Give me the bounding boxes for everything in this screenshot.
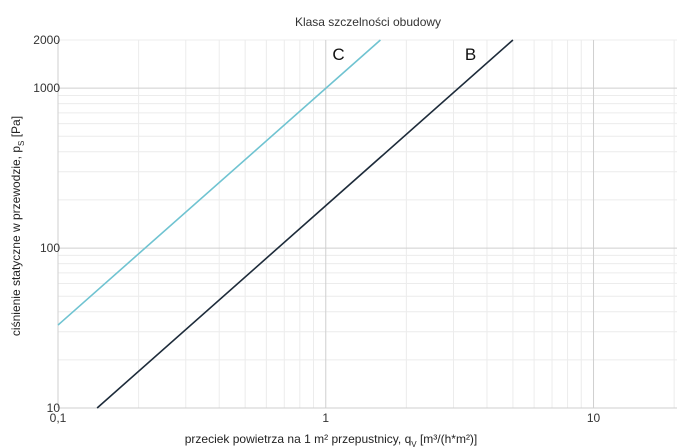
x-axis-label: przeciek powietrza na 1 m² przepustnicy,… (185, 432, 478, 448)
series-line-b (96, 39, 514, 409)
series-line-c (57, 39, 381, 326)
x-tick-label: 1 (322, 411, 329, 425)
chart-title: Klasa szczelności obudowy (295, 15, 441, 29)
y-tick-label: 1000 (33, 81, 60, 95)
series-group (57, 39, 514, 409)
x-axis-label-unit: [m³/(h*m²)] (417, 432, 478, 446)
x-tick-label: 10 (587, 411, 601, 425)
x-tick-label: 0,1 (50, 411, 67, 425)
x-axis-label-main: przeciek powietrza na 1 m² przepustnicy,… (185, 432, 412, 446)
y-axis-label-main: ciśnienie statyczne w przewodzie, p (9, 146, 23, 336)
y-axis-label: ciśnienie statyczne w przewodzie, pS [Pa… (9, 116, 26, 336)
minor-grid (58, 39, 677, 408)
series-label-b: B (465, 45, 476, 64)
y-tick-label: 100 (40, 241, 60, 255)
y-tick-label: 2000 (33, 33, 60, 47)
labels-group: C B 0,1 1 10 10 100 1000 2000 (33, 33, 600, 425)
y-axis-label-unit: [Pa] (9, 116, 23, 141)
major-grid (57, 40, 677, 409)
y-axis-label-sub: S (17, 141, 26, 146)
y-tick-label: 10 (47, 401, 61, 415)
series-label-c: C (332, 45, 344, 64)
x-axis-label-sub: V (411, 440, 417, 448)
